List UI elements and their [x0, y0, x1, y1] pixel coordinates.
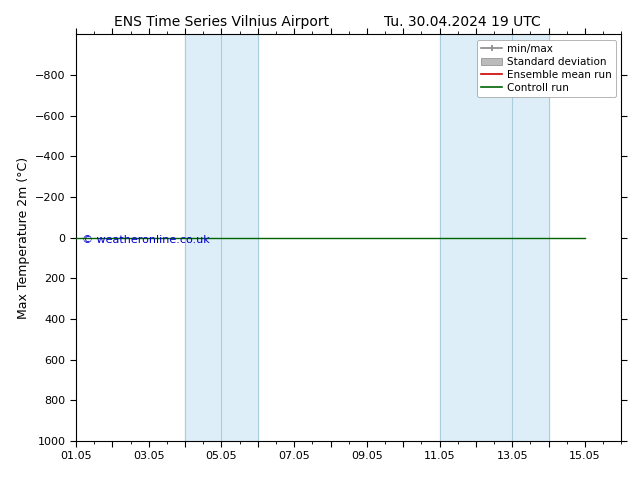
Text: ENS Time Series Vilnius Airport: ENS Time Series Vilnius Airport [114, 15, 330, 29]
Bar [439, 34, 548, 441]
Bar [185, 34, 258, 441]
Text: © weatheronline.co.uk: © weatheronline.co.uk [82, 235, 209, 245]
Y-axis label: Max Temperature 2m (°C): Max Temperature 2m (°C) [16, 157, 30, 318]
Text: Tu. 30.04.2024 19 UTC: Tu. 30.04.2024 19 UTC [384, 15, 541, 29]
Legend: min/max, Standard deviation, Ensemble mean run, Controll run: min/max, Standard deviation, Ensemble me… [477, 40, 616, 97]
